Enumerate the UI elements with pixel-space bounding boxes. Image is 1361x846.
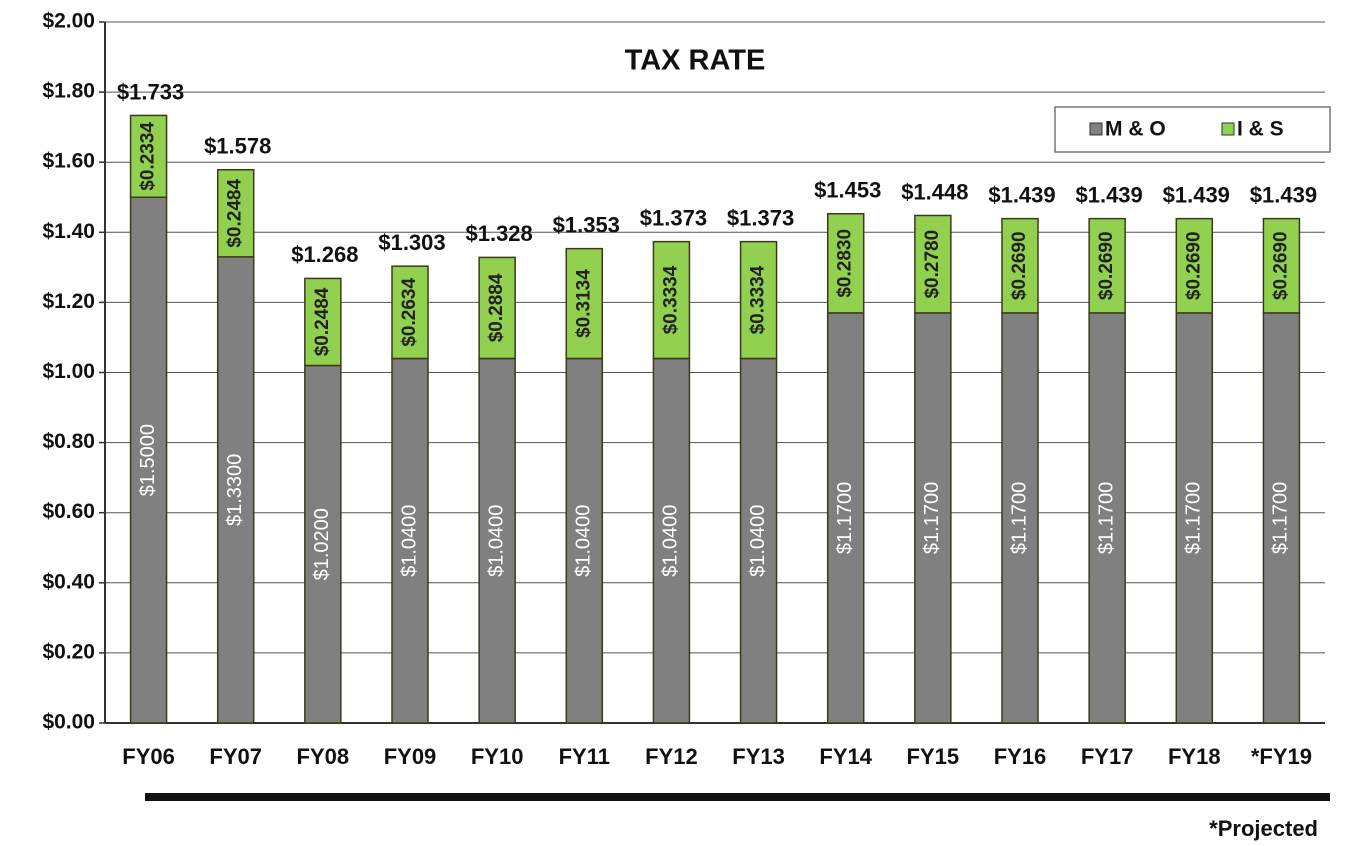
y-tick-label: $0.40 xyxy=(42,570,95,593)
legend-swatch xyxy=(1221,122,1235,136)
total-label: $1.373 xyxy=(640,205,707,230)
y-tick-label: $1.20 xyxy=(42,290,95,313)
segment-label: $1.1700 xyxy=(1270,482,1292,554)
bar-segment xyxy=(739,240,778,360)
bar-segment xyxy=(565,247,604,360)
segment-label: $1.1700 xyxy=(921,482,943,554)
segment-label: $0.2884 xyxy=(486,273,507,342)
bar-segment xyxy=(391,265,429,360)
segment-label: $1.5000 xyxy=(137,424,159,496)
chart-title: TAX RATE xyxy=(625,45,766,77)
x-tick-label: *FY19 xyxy=(1251,744,1312,769)
segment-label: $0.2484 xyxy=(312,287,333,356)
total-label: $1.328 xyxy=(465,221,532,246)
bar-segment xyxy=(1175,312,1214,724)
total-label: $1.448 xyxy=(901,179,968,204)
total-label: $1.439 xyxy=(988,182,1055,207)
bar-segment xyxy=(826,312,865,724)
total-label: $1.353 xyxy=(553,212,620,237)
bar-segment xyxy=(914,214,952,314)
segment-label: $1.1700 xyxy=(834,482,856,554)
bar-segment xyxy=(216,169,255,258)
total-label: $1.439 xyxy=(1075,182,1142,207)
total-label: $1.439 xyxy=(1163,182,1230,207)
legend-label: M & O xyxy=(1105,118,1166,141)
total-label: $1.733 xyxy=(117,79,184,104)
segment-label: $1.0400 xyxy=(398,505,420,577)
segment-label: $0.2690 xyxy=(1009,231,1030,300)
segment-label: $1.1700 xyxy=(1008,482,1030,554)
segment-label: $0.3134 xyxy=(573,269,594,338)
bar-segment xyxy=(391,357,429,724)
x-tick-label: FY14 xyxy=(819,744,872,769)
segment-label: $0.2690 xyxy=(1183,231,1204,300)
segment-label: $1.3300 xyxy=(224,454,246,526)
bar-segment xyxy=(1175,217,1214,314)
bar-segment xyxy=(129,114,168,198)
x-tick-label: FY09 xyxy=(384,744,437,769)
y-tick-label: $0.80 xyxy=(42,430,95,453)
x-tick-label: FY15 xyxy=(907,744,960,769)
bar-segment xyxy=(1088,217,1126,314)
segment-label: $0.2690 xyxy=(1270,231,1291,300)
legend-label: I & S xyxy=(1237,118,1284,141)
total-label: $1.303 xyxy=(378,230,445,255)
segment-label: $1.0200 xyxy=(311,508,333,580)
y-tick-label: $2.00 xyxy=(42,10,95,33)
bar-segment xyxy=(914,312,952,724)
bar-segment xyxy=(652,240,691,360)
total-label: $1.578 xyxy=(204,134,271,159)
y-tick-label: $1.00 xyxy=(42,360,95,383)
total-label: $1.453 xyxy=(814,178,881,203)
segment-label: $0.2484 xyxy=(225,179,246,248)
x-tick-label: FY12 xyxy=(645,744,698,769)
y-tick-label: $0.60 xyxy=(42,500,95,523)
bar-segment xyxy=(1001,217,1039,314)
legend-swatch xyxy=(1089,122,1103,136)
y-tick-label: $1.40 xyxy=(42,220,95,243)
x-tick-label: FY18 xyxy=(1168,744,1221,769)
segment-label: $1.0400 xyxy=(660,505,682,577)
segment-label: $1.0400 xyxy=(573,505,595,577)
segment-label: $0.3334 xyxy=(660,265,681,334)
total-label: $1.268 xyxy=(291,242,358,267)
x-tick-label: FY16 xyxy=(994,744,1047,769)
segment-label: $1.1700 xyxy=(1095,482,1117,554)
decor-bar xyxy=(145,793,1330,801)
x-tick-label: FY11 xyxy=(559,744,610,769)
bar-segment xyxy=(478,256,516,360)
y-tick-label: $1.60 xyxy=(42,150,95,173)
y-tick-label: $0.20 xyxy=(42,640,95,663)
x-tick-label: FY13 xyxy=(732,744,785,769)
segment-label: $0.2634 xyxy=(399,278,420,347)
total-label: $1.373 xyxy=(727,205,794,230)
segment-label: $0.3334 xyxy=(748,265,769,334)
x-tick-label: FY07 xyxy=(209,744,262,769)
segment-label: $0.2334 xyxy=(138,122,159,191)
segment-label: $0.2830 xyxy=(835,229,856,298)
bar-segment xyxy=(826,212,865,314)
bar-segment xyxy=(1262,217,1301,314)
segment-label: $0.2690 xyxy=(1096,231,1117,300)
x-tick-label: FY10 xyxy=(471,744,524,769)
y-tick-label: $1.80 xyxy=(42,80,95,103)
x-tick-label: FY17 xyxy=(1081,744,1134,769)
x-tick-label: FY06 xyxy=(122,744,175,769)
x-tick-label: FY08 xyxy=(297,744,350,769)
segment-label: $0.2780 xyxy=(922,230,943,299)
segment-label: $1.0400 xyxy=(485,505,507,577)
bar-segment xyxy=(129,196,168,724)
y-tick-label: $0.00 xyxy=(42,711,95,734)
segment-label: $1.1700 xyxy=(1183,482,1205,554)
footnote: *Projected xyxy=(1209,816,1318,841)
bar-segment xyxy=(304,277,342,367)
bar-segment xyxy=(652,357,691,724)
total-label: $1.439 xyxy=(1250,182,1317,207)
segment-label: $1.0400 xyxy=(747,505,769,577)
bar-segment xyxy=(739,357,778,724)
bar-segment xyxy=(478,357,516,724)
